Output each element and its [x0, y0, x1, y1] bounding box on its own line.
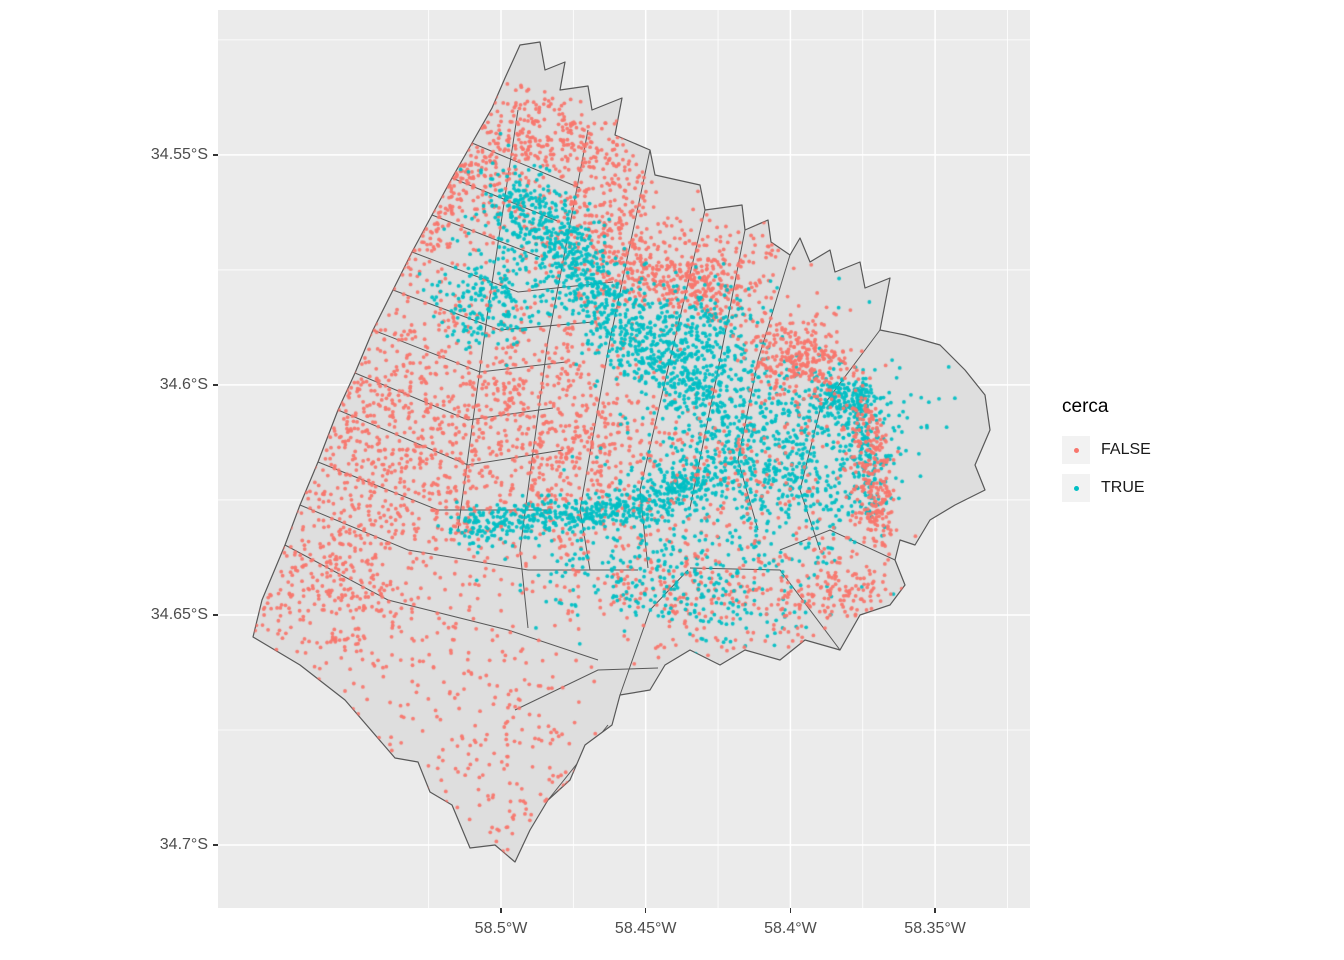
- legend-item-true: TRUE: [1062, 474, 1151, 502]
- legend-item-false: FALSE: [1062, 436, 1151, 464]
- y-axis-tick-label: 34.6°S: [159, 375, 208, 393]
- legend-dot-false-icon: [1073, 447, 1079, 453]
- legend: cerca FALSE TRUE: [1062, 396, 1151, 512]
- x-axis-tick-mark: [500, 908, 502, 913]
- plot-panel: [218, 10, 1030, 908]
- y-axis-tick-label: 34.7°S: [159, 835, 208, 853]
- x-axis-tick-label: 58.35°W: [904, 920, 966, 937]
- x-axis-tick-mark: [789, 908, 792, 913]
- y-axis-tick-mark: [213, 844, 218, 846]
- y-axis-tick-label: 34.55°S: [150, 145, 208, 163]
- x-axis-tick-mark: [644, 908, 647, 913]
- x-axis-tick-label: 58.5°W: [474, 920, 528, 937]
- legend-dot-true-icon: [1073, 485, 1079, 491]
- y-axis-tick-mark: [213, 154, 218, 156]
- points-canvas: [218, 10, 1030, 908]
- y-axis-tick-label: 34.65°S: [150, 605, 208, 623]
- legend-key-false: [1062, 436, 1090, 464]
- x-axis-tick-label: 58.4°W: [764, 920, 817, 937]
- legend-label-true: TRUE: [1101, 479, 1145, 496]
- x-axis-tick-label: 58.45°W: [614, 920, 677, 937]
- legend-title: cerca: [1062, 396, 1109, 417]
- x-axis-tick-mark: [934, 908, 936, 913]
- legend-key-true: [1062, 474, 1090, 502]
- y-axis-tick-mark: [213, 384, 218, 386]
- y-axis-tick-mark: [213, 614, 218, 616]
- legend-label-false: FALSE: [1101, 441, 1151, 458]
